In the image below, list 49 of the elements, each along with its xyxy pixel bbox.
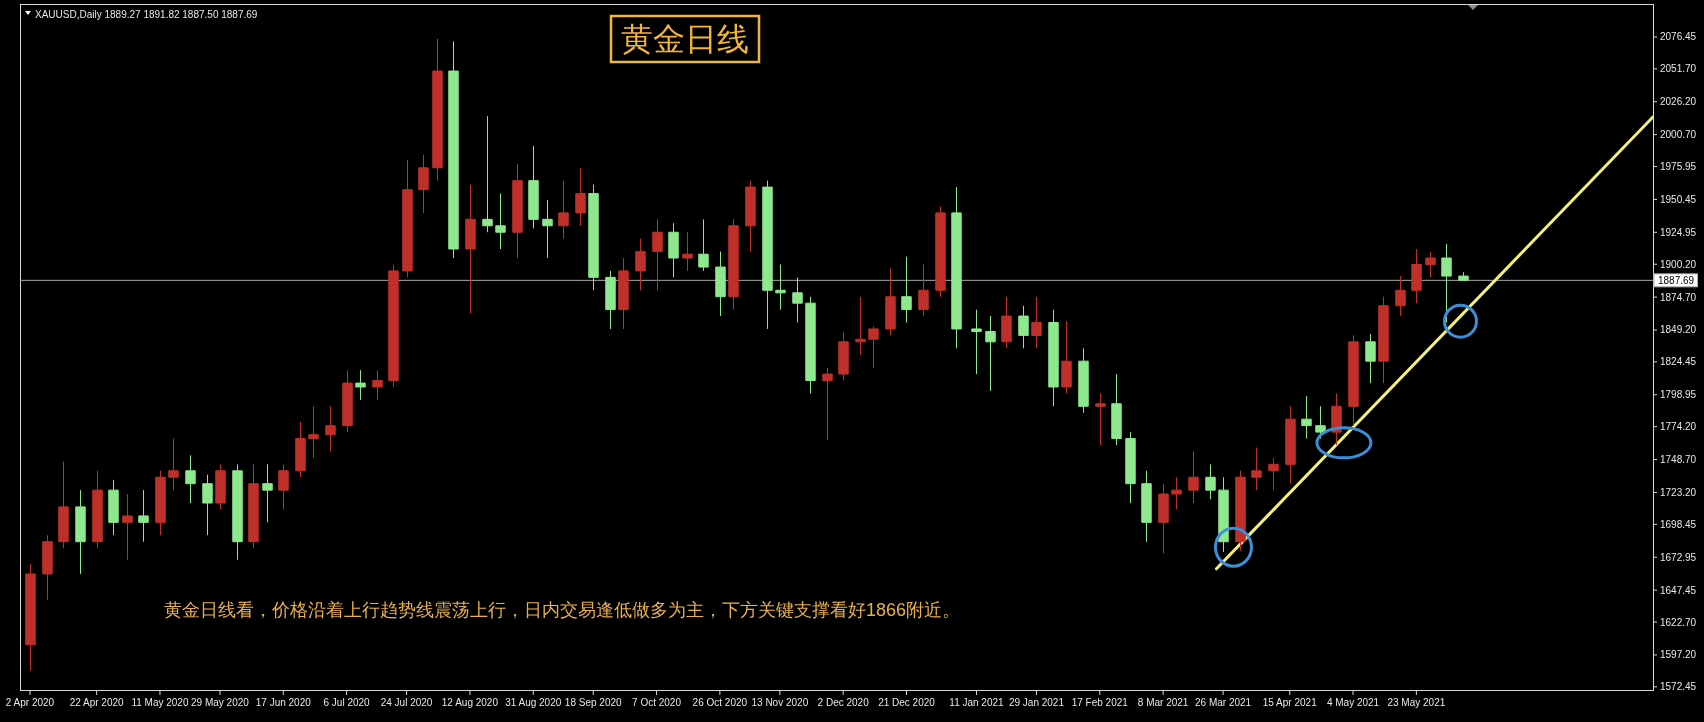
x-tick-label: 15 Apr 2021 bbox=[1262, 697, 1318, 708]
y-tick-label: 2076.45 bbox=[1660, 31, 1697, 43]
y-tick-label: 1748.70 bbox=[1660, 454, 1697, 466]
x-tick-label: 26 Mar 2021 bbox=[1195, 697, 1252, 708]
y-tick-label: 1798.95 bbox=[1660, 389, 1697, 401]
x-tick-label: 23 May 2021 bbox=[1387, 697, 1446, 708]
y-tick-label: 2026.20 bbox=[1660, 96, 1697, 108]
y-tick-label: 1900.20 bbox=[1660, 258, 1697, 270]
title: 黄金日线 bbox=[609, 14, 761, 64]
x-tick-label: 22 Apr 2020 bbox=[69, 697, 125, 708]
x-tick-label: 13 Nov 2020 bbox=[751, 697, 809, 708]
y-tick-label: 1572.45 bbox=[1660, 681, 1697, 693]
y-tick-label: 1698.45 bbox=[1660, 518, 1697, 530]
subtitle: XAUUSD,Daily 1889.27 1891.82 1887.50 1887.69 bbox=[35, 9, 258, 20]
y-tick-label: 1672.95 bbox=[1660, 551, 1697, 563]
y-tick-label: 1824.45 bbox=[1660, 356, 1697, 368]
x-tick-label: 26 Oct 2020 bbox=[692, 697, 748, 708]
y-tick-label: 1774.20 bbox=[1660, 421, 1697, 433]
y-tick-label: 1975.95 bbox=[1660, 161, 1697, 173]
x-tick-label: 7 Oct 2020 bbox=[632, 697, 682, 708]
y-tick-label: 1849.20 bbox=[1660, 324, 1697, 336]
y-tick-label: 1950.45 bbox=[1660, 193, 1697, 205]
x-tick-label: 17 Feb 2021 bbox=[1071, 697, 1129, 708]
x-tick-label: 6 Jul 2020 bbox=[323, 697, 371, 708]
ref-line-label: 1887.69 bbox=[1658, 274, 1695, 286]
x-tick-label: 18 Sep 2020 bbox=[564, 697, 623, 708]
x-tick-label: 31 Aug 2020 bbox=[505, 697, 562, 708]
x-tick-label: 4 May 2021 bbox=[1326, 697, 1380, 708]
x-tick-label: 17 Jun 2020 bbox=[255, 697, 312, 708]
x-tick-label: 12 Aug 2020 bbox=[441, 697, 499, 708]
x-tick-label: 11 May 2020 bbox=[131, 697, 189, 708]
y-tick-label: 2000.70 bbox=[1660, 129, 1697, 141]
y-tick-label: 1622.70 bbox=[1660, 616, 1697, 628]
annotation: 黄金日线看，价格沿着上行趋势线震荡上行，日内交易逢低做多为主，下方关键支撑看好1866附近。 bbox=[164, 600, 961, 620]
x-tick-label: 21 Dec 2020 bbox=[878, 697, 936, 708]
y-tick-label: 1874.70 bbox=[1660, 291, 1697, 303]
x-tick-label: 24 Jul 2020 bbox=[380, 697, 433, 708]
y-tick-label: 1647.45 bbox=[1660, 584, 1697, 596]
x-tick-label: 11 Jan 2021 bbox=[949, 697, 1005, 708]
x-tick-label: 2 Apr 2020 bbox=[5, 697, 55, 708]
x-tick-label: 29 Jan 2021 bbox=[1008, 697, 1065, 708]
y-tick-label: 2051.70 bbox=[1660, 63, 1697, 75]
ref-line-label: 1887.69 bbox=[1653, 273, 1699, 288]
y-tick-label: 1924.95 bbox=[1660, 226, 1697, 238]
y-tick-label: 1723.20 bbox=[1660, 486, 1697, 498]
x-tick-label: 2 Dec 2020 bbox=[817, 697, 870, 708]
x-tick-label: 29 May 2020 bbox=[191, 697, 250, 708]
y-tick-label: 1597.20 bbox=[1660, 649, 1697, 661]
x-tick-label: 8 Mar 2021 bbox=[1137, 697, 1189, 708]
